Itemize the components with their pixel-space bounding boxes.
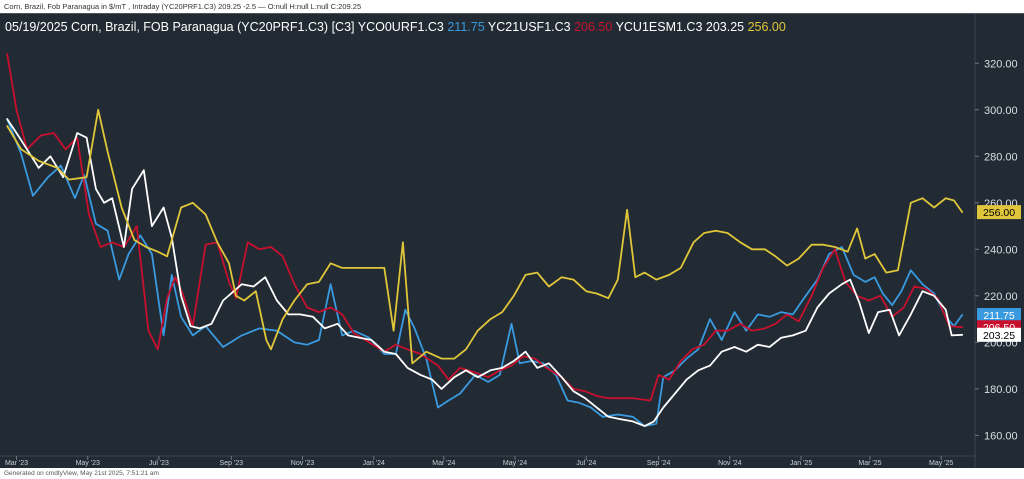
legend-main-label: Corn, Brazil, FOB Paranagua (YC20PRF1.C3… xyxy=(71,20,358,34)
x-tick-label: May '23 xyxy=(76,460,100,467)
legend-code-2: YC21USF1.C3 xyxy=(488,20,574,34)
price-chart[interactable]: 160.00180.00200.00220.00240.00260.00280.… xyxy=(0,14,1024,469)
y-tick-label: 320.00 xyxy=(984,58,1018,70)
last-value-tag-4 xyxy=(977,205,1021,220)
last-value-label-3: 203.25 xyxy=(983,330,1015,342)
legend-value-3: 203.25 xyxy=(706,20,748,34)
x-tick-label: Jul '24 xyxy=(576,460,596,467)
series-line-4 xyxy=(6,108,964,365)
y-tick-label: 280.00 xyxy=(984,151,1018,163)
legend-value-4: 256.00 xyxy=(748,20,786,34)
legend-value-2: 206.50 xyxy=(574,20,615,34)
x-tick-label: Mar '23 xyxy=(5,460,28,467)
chart-info-bar: Corn, Brazil, Fob Paranagua in $/mT , In… xyxy=(0,0,1024,13)
y-tick-label: 220.00 xyxy=(984,291,1018,303)
legend-code-1: YCO0URF1.C3 xyxy=(358,20,448,34)
x-tick-label: Jan '25 xyxy=(790,460,812,467)
y-tick-label: 180.00 xyxy=(984,384,1018,396)
footer: Generated on cmdtyView, May 21st 2025, 7… xyxy=(0,468,1024,479)
x-tick-label: May '24 xyxy=(503,460,527,467)
last-value-label-4: 256.00 xyxy=(983,207,1015,219)
footer-text: Generated on cmdtyView, May 21st 2025, 7… xyxy=(4,470,159,477)
legend-date: 05/19/2025 xyxy=(5,20,71,34)
x-tick-label: Sep '24 xyxy=(647,460,671,467)
series-line-3 xyxy=(6,118,964,427)
legend: 05/19/2025 Corn, Brazil, FOB Paranagua (… xyxy=(5,20,786,34)
chart-panel[interactable]: 160.00 180.00 200.00 220.00 240.00 260.00 280.… xyxy=(0,13,1024,469)
series-line-2 xyxy=(6,53,964,402)
series-line-1 xyxy=(6,118,964,427)
x-tick-label: Mar '25 xyxy=(858,460,881,467)
last-value-label-1: 211.75 xyxy=(983,310,1014,322)
y-tick-label: 160.00 xyxy=(984,430,1018,442)
x-tick-label: Nov '24 xyxy=(718,460,742,467)
y-tick-label: 240.00 xyxy=(984,244,1018,256)
last-value-tag-3 xyxy=(977,327,1021,342)
x-tick-label: May '25 xyxy=(929,460,953,467)
x-tick-label: Jul '23 xyxy=(149,460,169,467)
x-tick-label: Sep '23 xyxy=(220,460,244,467)
y-tick-label: 300.00 xyxy=(984,105,1018,117)
x-tick-label: Nov '23 xyxy=(291,460,315,467)
legend-value-1: 211.75 xyxy=(447,20,488,34)
x-tick-label: Jan '24 xyxy=(363,460,385,467)
last-value-tag-1 xyxy=(977,308,1021,323)
x-tick-label: Mar '24 xyxy=(432,460,455,467)
legend-code-3: YCU1ESM1.C3 xyxy=(616,20,706,34)
chart-info-text: Corn, Brazil, Fob Paranagua in $/mT , In… xyxy=(4,2,362,11)
